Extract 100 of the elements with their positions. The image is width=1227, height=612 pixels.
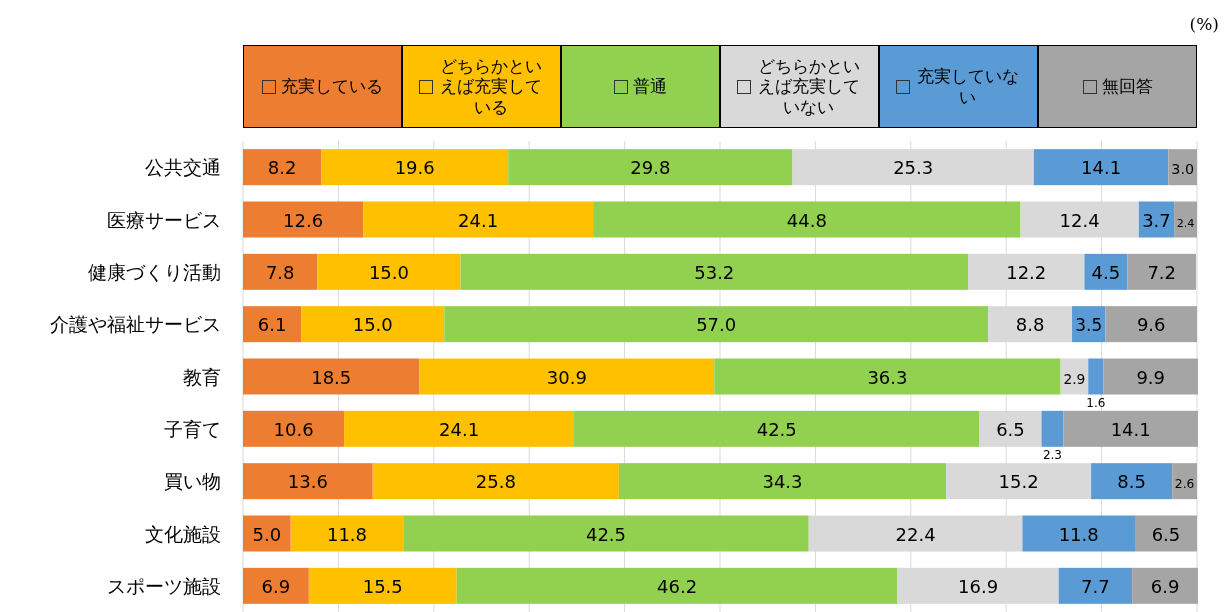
bar [1172, 463, 1197, 500]
bar [243, 515, 291, 552]
bar [444, 306, 989, 343]
data-label: 7.2 [1147, 261, 1177, 283]
data-label: 6.5 [996, 418, 1025, 440]
data-label: 42.5 [585, 523, 627, 545]
bar [1134, 515, 1197, 552]
y-tick-label: スポーツ施設 [107, 574, 221, 597]
bar [714, 358, 1061, 395]
data-label: 3.7 [1142, 209, 1171, 231]
bar [593, 201, 1021, 238]
data-label: 8.5 [1117, 471, 1146, 493]
legend-label: 充実していない [916, 66, 1020, 107]
data-label: 25.8 [475, 471, 516, 493]
data-label: 15.0 [368, 261, 409, 283]
bar [1174, 201, 1197, 238]
bar [243, 306, 302, 343]
bar [403, 515, 809, 552]
text: (%) [1189, 14, 1219, 34]
data-label: 46.2 [657, 575, 698, 597]
data-label: 16.9 [958, 575, 999, 597]
data-label: 30.9 [546, 366, 587, 388]
bar [419, 358, 715, 395]
data-label: 44.8 [786, 209, 827, 231]
bar [321, 149, 509, 186]
bar [1132, 567, 1198, 604]
data-label: 29.8 [630, 157, 671, 179]
bar [460, 253, 969, 290]
bar [1063, 410, 1198, 447]
legend-label: 普通 [633, 76, 667, 97]
data-label: 34.3 [762, 471, 803, 493]
data-label: 6.1 [257, 314, 287, 336]
data-label: 6.9 [1150, 575, 1180, 597]
bar [1084, 253, 1128, 290]
data-label: 5.0 [252, 523, 282, 545]
data-label: 36.3 [867, 366, 908, 388]
data-label: 6.9 [261, 575, 291, 597]
data-label: 2.3 [1042, 447, 1063, 462]
data-label: 13.6 [287, 471, 328, 493]
data-label: 1.6 [1086, 395, 1106, 410]
legend-label: 充実している [281, 76, 383, 97]
data-label: 18.5 [311, 366, 352, 388]
bar [243, 201, 364, 238]
data-label: 9.6 [1136, 314, 1166, 336]
data-label: 3.0 [1171, 161, 1195, 178]
data-label: 57.0 [696, 314, 737, 336]
bar [308, 567, 457, 604]
bar [1091, 463, 1173, 500]
legend-label: 無回答 [1101, 76, 1153, 97]
bar [508, 149, 793, 186]
data-label: 24.1 [458, 209, 499, 231]
y-tick-label: 子育て [164, 417, 221, 440]
y-tick-label: 文化施設 [145, 522, 221, 545]
y-tick-label: 教育 [183, 365, 221, 388]
data-label: 15.5 [362, 575, 403, 597]
bar [372, 463, 619, 500]
data-label: 7.8 [265, 261, 295, 283]
data-label: 12.2 [1006, 261, 1047, 283]
data-label: 42.5 [756, 418, 797, 440]
data-label: 9.9 [1136, 366, 1166, 388]
bar [1058, 567, 1133, 604]
data-label: 25.3 [893, 157, 934, 179]
data-label: 15.2 [998, 471, 1039, 493]
data-label: 7.7 [1081, 575, 1110, 597]
bar [344, 410, 575, 447]
data-label: 8.8 [1015, 314, 1045, 336]
bar [290, 515, 404, 552]
y-tick-label: 買い物 [164, 470, 221, 493]
y-tick-label: 健康づくり活動 [88, 260, 221, 283]
data-label: 10.6 [273, 418, 314, 440]
data-label: 22.4 [895, 523, 936, 545]
data-label: 2.6 [1174, 477, 1195, 492]
data-label: 4.5 [1091, 261, 1121, 283]
bar [243, 358, 420, 395]
data-label: 15.0 [352, 314, 393, 336]
bar [1168, 149, 1197, 186]
bar [1105, 306, 1197, 343]
data-label: 53.2 [694, 261, 735, 283]
bar [301, 306, 445, 343]
data-label: 19.6 [394, 157, 435, 179]
bar [243, 253, 318, 290]
bar [1041, 410, 1064, 447]
data-label: 12.4 [1059, 209, 1100, 231]
bar [456, 567, 898, 604]
bar [618, 463, 947, 500]
data-label: 6.5 [1151, 523, 1181, 545]
bar [1088, 358, 1104, 395]
bar [1127, 253, 1197, 290]
data-label: 14.1 [1081, 157, 1122, 179]
data-label: 14.1 [1110, 418, 1151, 440]
bar [317, 253, 461, 290]
bar [1103, 358, 1198, 395]
bar [243, 149, 322, 186]
legend-label: どちらかといえば充実している [439, 55, 543, 118]
y-tick-label: 医療サービス [107, 208, 221, 231]
bar [243, 410, 345, 447]
data-label: 24.1 [439, 418, 480, 440]
data-label: 2.4 [1176, 216, 1195, 230]
data-label: 2.9 [1063, 370, 1086, 387]
y-tick-label: 公共交通 [145, 156, 221, 179]
